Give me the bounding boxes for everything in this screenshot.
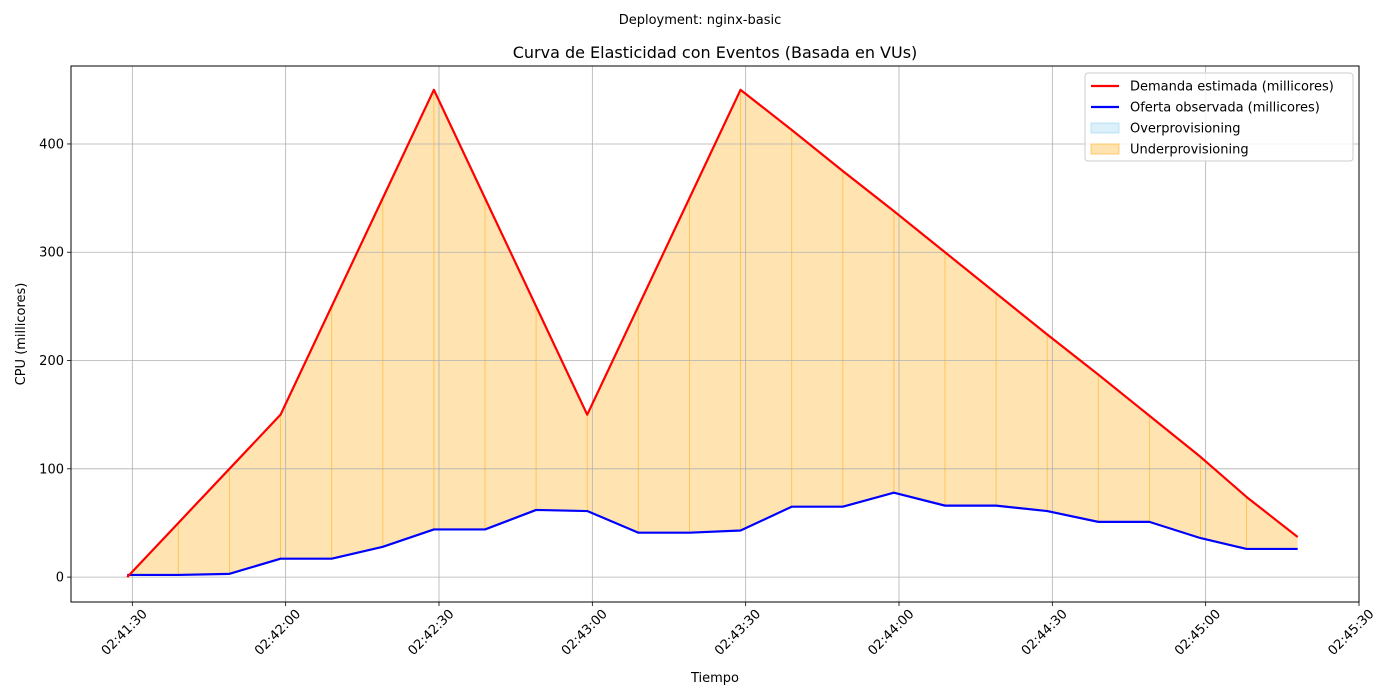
legend-box <box>1084 72 1354 162</box>
y-tick-label: 0 <box>56 571 64 586</box>
underprovisioning-area <box>996 293 1048 512</box>
supply-line <box>127 491 1298 577</box>
plot-area: 02:41:30 02:42:00 02:42:30 02:43:00 02:43:30… <box>39 65 1377 659</box>
underprovisioning-area <box>1246 496 1298 549</box>
underprovisioning-area <box>1200 456 1247 549</box>
legend-supply-label: Oferta observada (millicores) <box>1130 101 1320 116</box>
x-tick-label: 02:42:00 <box>252 607 304 659</box>
underprovisioning-area <box>433 89 485 530</box>
plot-frame <box>70 65 1360 603</box>
y-tick-label: 300 <box>39 246 64 261</box>
deployment-suptitle: Deployment: nginx-basic <box>619 13 782 28</box>
underprovisioning-area <box>689 89 741 533</box>
y-axis-label: CPU (millicores) <box>14 283 29 386</box>
underprovisioning-area <box>740 89 792 531</box>
underprovisioning-area <box>587 306 639 533</box>
chart-title: Curva de Elasticidad con Eventos (Basada… <box>513 43 918 62</box>
x-tick-label: 02:44:30 <box>1019 607 1071 659</box>
x-tick-label: 02:43:00 <box>559 607 611 659</box>
legend-demand-label: Demanda estimada (millicores) <box>1130 80 1334 95</box>
x-tick-label: 02:44:00 <box>865 607 917 659</box>
underprovisioning-area <box>485 198 537 530</box>
underprovisioning-area <box>178 468 230 575</box>
y-tick-label: 200 <box>39 354 64 369</box>
legend-underprovisioning-label: Underprovisioning <box>1130 143 1249 158</box>
x-tick-label: 02:43:30 <box>712 607 764 659</box>
y-tick-label: 100 <box>39 462 64 477</box>
x-axis-label: Tiempo <box>690 671 739 686</box>
x-tick-label: 02:41:30 <box>99 607 151 659</box>
demand-line <box>126 88 1299 578</box>
x-tick-label: 02:42:30 <box>405 607 457 659</box>
underprovisioning-area <box>945 252 997 506</box>
legend: Demanda estimada (millicores) Oferta obse… <box>1084 72 1354 162</box>
legend-overprovisioning-swatch <box>1090 122 1120 134</box>
y-tick-label: 400 <box>39 137 64 152</box>
x-tick-label: 02:45:30 <box>1325 607 1377 659</box>
underprovisioning-area <box>1047 334 1099 522</box>
underprovisioning-area <box>1098 374 1150 522</box>
underprovisioning-area <box>1149 415 1201 539</box>
legend-underprovisioning-swatch <box>1090 143 1120 155</box>
underprovisioning-area <box>842 171 894 507</box>
x-tick-label: 02:45:00 <box>1172 607 1224 659</box>
underprovisioning-area <box>893 211 945 506</box>
underprovisioning-area <box>536 306 588 512</box>
underprovisioning-area <box>638 198 690 533</box>
underprovisioning-area <box>280 306 332 559</box>
legend-overprovisioning-label: Overprovisioning <box>1130 122 1241 137</box>
underprovisioning-area <box>229 414 281 574</box>
underprovisioning-area <box>791 129 843 507</box>
underprovisioning-area <box>382 89 434 547</box>
